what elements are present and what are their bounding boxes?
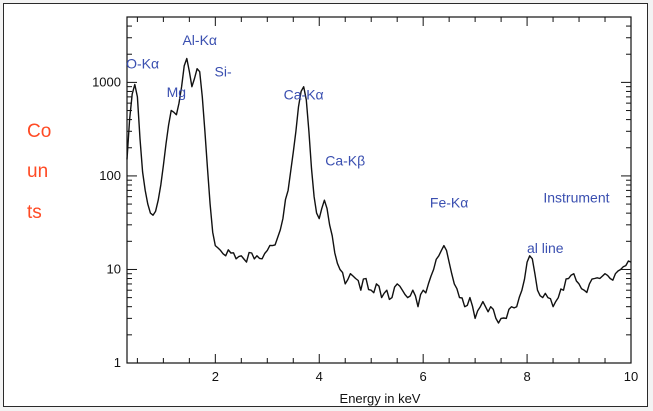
annotations: O-Kα Mg Al-Kα Si- Ca-Kα Ca-Kβ Fe-Kα Instrument a… (126, 32, 610, 256)
ticks: 2 4 6 8 10 1 10 100 1000 (92, 16, 638, 384)
y-tick-label: 100 (99, 168, 121, 183)
x-tick-label: 4 (316, 369, 323, 384)
spectrum-line (126, 57, 632, 324)
y-axis-label: Co un ts (20, 115, 80, 220)
peak-label: Al-Kα (182, 32, 217, 48)
y-tick-label: 1 (114, 355, 121, 370)
x-tick-label: 8 (523, 369, 530, 384)
x-tick-label: 2 (212, 369, 219, 384)
y-axis-label-part-1: Co (27, 121, 52, 142)
x-tick-label: 10 (624, 369, 638, 384)
peak-label: Si- (215, 64, 232, 80)
peak-label: al line (527, 240, 564, 256)
series-layer (126, 57, 632, 324)
peak-label: Instrument (543, 189, 609, 205)
peak-label: Ca-Kα (284, 86, 324, 102)
y-tick-label: 10 (107, 261, 121, 276)
peak-label: Ca-Kβ (325, 152, 365, 168)
peak-label: Fe-Kα (430, 194, 468, 210)
peak-label: O-Kα (126, 56, 159, 72)
y-axis-label-part-3: ts (27, 202, 42, 220)
y-axis-label-part-2: un (27, 161, 49, 182)
x-axis-label: Energy in keV (340, 391, 421, 406)
x-tick-label: 6 (420, 369, 427, 384)
peak-label: Mg (167, 84, 186, 100)
y-tick-label: 1000 (92, 74, 121, 89)
